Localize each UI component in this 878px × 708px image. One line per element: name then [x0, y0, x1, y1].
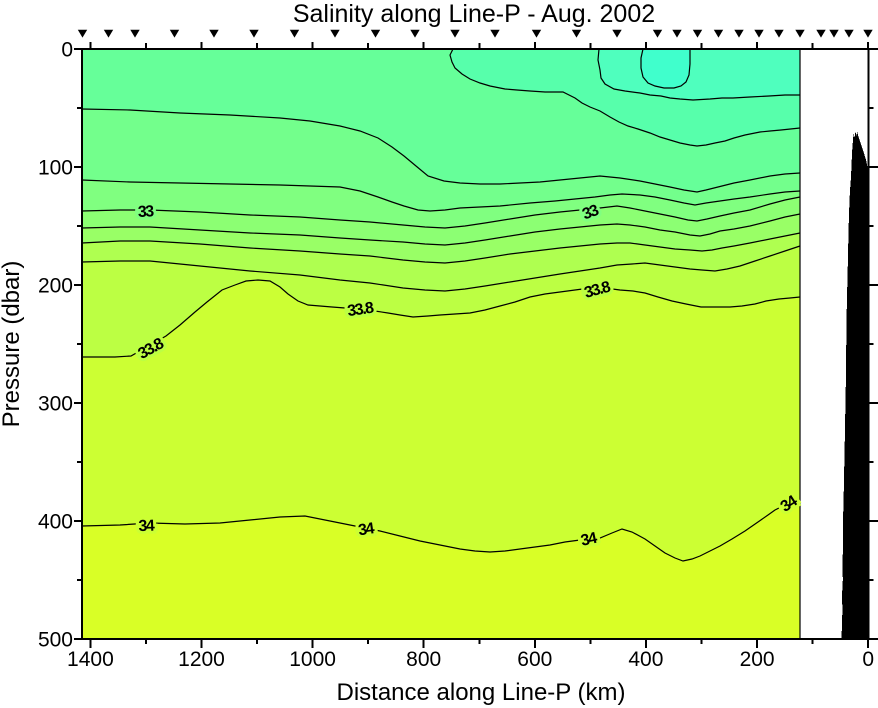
- svg-text:600: 600: [517, 648, 552, 671]
- svg-text:500: 500: [38, 629, 73, 652]
- svg-text:100: 100: [38, 157, 73, 180]
- svg-text:0: 0: [862, 648, 874, 671]
- svg-text:300: 300: [38, 393, 73, 416]
- svg-text:1400: 1400: [67, 648, 114, 671]
- svg-text:33: 33: [137, 203, 154, 221]
- svg-text:0: 0: [61, 39, 73, 62]
- svg-text:Distance along Line-P (km): Distance along Line-P (km): [336, 679, 625, 706]
- svg-text:1200: 1200: [178, 648, 225, 671]
- svg-text:200: 200: [38, 275, 73, 298]
- svg-text:400: 400: [628, 648, 663, 671]
- svg-text:1000: 1000: [289, 648, 336, 671]
- svg-text:34: 34: [138, 518, 155, 536]
- svg-text:Pressure (dbar): Pressure (dbar): [0, 261, 25, 428]
- svg-text:400: 400: [38, 511, 73, 534]
- svg-text:200: 200: [740, 648, 775, 671]
- svg-text:800: 800: [406, 648, 441, 671]
- svg-text:Salinity along Line-P - Aug. 2: Salinity along Line-P - Aug. 2002: [293, 0, 655, 28]
